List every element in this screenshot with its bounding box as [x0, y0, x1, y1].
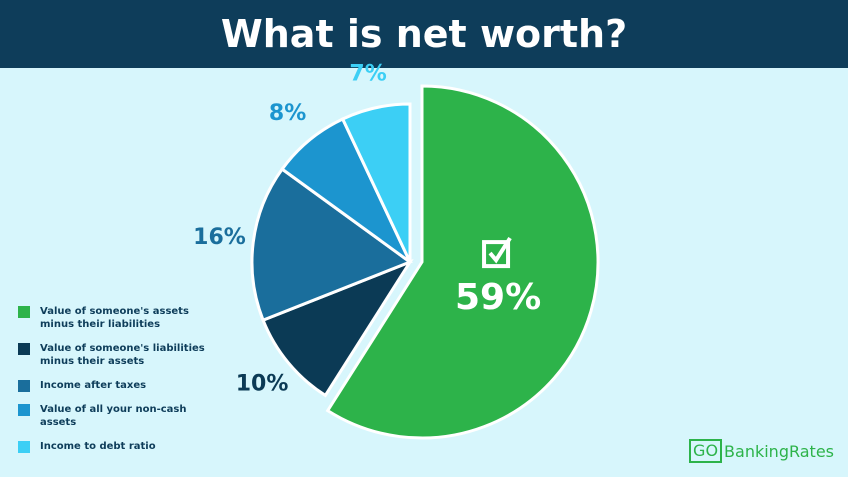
- legend-swatch: [18, 343, 30, 355]
- legend: Value of someone's assets minus their li…: [18, 305, 233, 464]
- value-label: 59%: [455, 277, 541, 318]
- value-label: 10%: [236, 371, 289, 396]
- logo-name: BankingRates: [724, 441, 834, 461]
- chart-title: What is net worth?: [0, 0, 848, 68]
- legend-swatch: [18, 380, 30, 392]
- legend-item: Value of someone's assets minus their li…: [18, 305, 233, 331]
- value-label: 7%: [349, 62, 386, 87]
- pie-slice: [325, 84, 600, 440]
- value-label: 8%: [269, 101, 306, 126]
- pie-slice: [261, 258, 414, 398]
- legend-item: Income to debt ratio: [18, 440, 233, 453]
- legend-label: Income after taxes: [40, 380, 147, 391]
- legend-swatch: [18, 441, 30, 453]
- pie-slice: [250, 167, 414, 323]
- value-label: 16%: [193, 225, 246, 250]
- legend-swatch: [18, 404, 30, 416]
- pie-slice: [340, 102, 412, 263]
- legend-label: Value of someone's assets minus their li…: [40, 306, 189, 330]
- legend-swatch: [18, 306, 30, 318]
- legend-item: Value of all your non-cash assets: [18, 403, 233, 429]
- check-icon: [482, 240, 511, 269]
- legend-label: Value of someone's liabilities minus the…: [40, 343, 205, 367]
- legend-label: Value of all your non-cash assets: [40, 404, 187, 428]
- legend-label: Income to debt ratio: [40, 441, 156, 452]
- legend-item: Value of someone's liabilities minus the…: [18, 342, 233, 368]
- logo-prefix: GO: [689, 439, 723, 463]
- legend-item: Income after taxes: [18, 379, 233, 392]
- logo: GO BankingRates: [689, 439, 834, 463]
- check-icon: [488, 237, 512, 264]
